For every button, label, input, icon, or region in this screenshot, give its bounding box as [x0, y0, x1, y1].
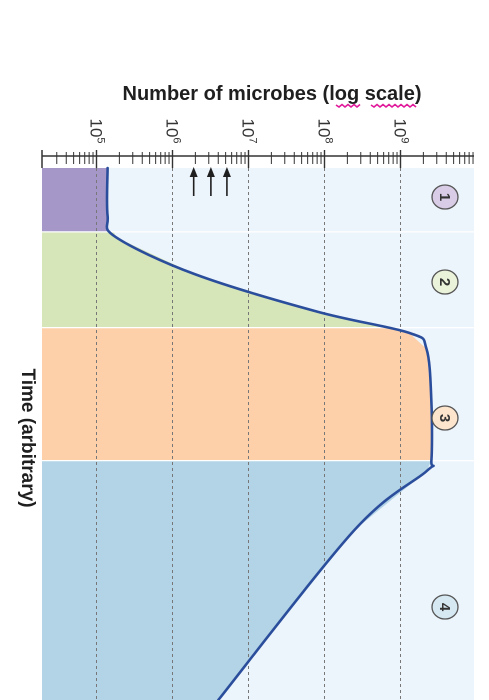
y-axis-title-segment: ) [415, 83, 422, 105]
y-axis-title-segment: Number of microbes ( [123, 83, 330, 105]
x-axis-title: Time (arbitrary) [17, 368, 38, 507]
y-axis-title: Number of microbes (log scale) [123, 83, 422, 105]
tick-label: 107 [239, 118, 259, 143]
curve-background-mask [107, 168, 475, 700]
tick-mantissa: 10 [239, 118, 258, 137]
arrow-head [206, 167, 215, 177]
underline-scale [370, 103, 417, 109]
phase-badge-label: 4 [436, 603, 453, 612]
tick-label: 108 [315, 118, 335, 143]
arrow-head [189, 167, 198, 177]
growth-curve-line [105, 166, 435, 700]
phase-band-3 [42, 327, 474, 461]
phase-badge-label: 2 [436, 278, 453, 286]
phase-band-1 [42, 168, 108, 232]
underline-log [335, 103, 361, 109]
tick-exponent: 8 [323, 137, 335, 143]
arrow-head [222, 167, 231, 177]
tick-mantissa: 10 [87, 118, 106, 137]
y-axis-title-segment: log [329, 83, 359, 105]
tick-mantissa: 10 [163, 118, 182, 137]
tick-label: 105 [87, 118, 107, 143]
grid-lines [96, 168, 401, 700]
tick-mantissa: 10 [315, 118, 334, 137]
phase-badge-label: 1 [436, 193, 453, 201]
phase-badges: 1 2 3 4 [431, 184, 459, 620]
phase-badge-4 [431, 594, 459, 620]
tick-mantissa: 10 [391, 118, 410, 137]
phase-badge-1 [431, 184, 459, 210]
tick-exponent: 9 [399, 137, 411, 143]
annotation-arrows [189, 167, 231, 196]
y-axis [41, 150, 474, 168]
tick-label: 109 [391, 118, 411, 143]
tick-exponent: 7 [247, 137, 259, 143]
tick-exponent: 5 [95, 137, 107, 143]
phase-bands [42, 168, 475, 700]
tick-exponent: 6 [171, 137, 183, 143]
phase-badge-2 [431, 269, 459, 295]
phase-badge-3 [431, 405, 459, 431]
tick-label: 106 [163, 118, 183, 143]
y-axis-title-segment: scale [365, 83, 415, 105]
phase-dividers [42, 231, 474, 462]
phase-badge-label: 3 [436, 414, 453, 422]
title-underlines [335, 103, 417, 109]
